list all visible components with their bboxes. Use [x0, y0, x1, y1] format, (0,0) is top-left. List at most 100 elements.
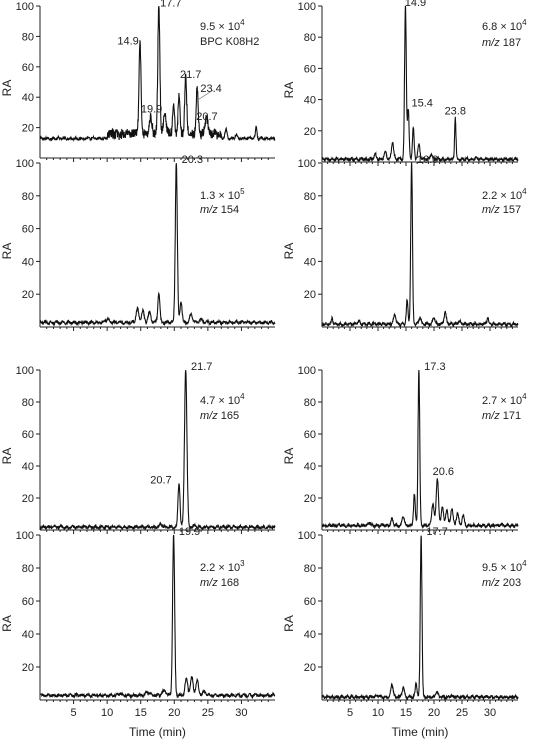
peak-label: 14.9: [405, 0, 426, 9]
peak-label: 20.7: [150, 475, 171, 487]
y-tick-label: 80: [22, 191, 34, 203]
y-axis-label: RA: [282, 82, 296, 99]
x-tick-label: 20: [168, 707, 180, 719]
y-tick-label: 60: [22, 596, 34, 608]
y-axis-label: RA: [0, 615, 14, 632]
y-tick-label: 80: [22, 397, 34, 409]
ion-annotation: m/z 203: [482, 577, 521, 589]
y-tick-label: 80: [304, 32, 316, 44]
y-axis-label: RA: [0, 243, 14, 260]
chromatogram-trace: [321, 535, 519, 702]
peak-label: 17.7: [160, 0, 181, 10]
y-tick-label: 60: [22, 62, 34, 74]
peak-label: 19.9: [141, 103, 162, 115]
x-tick-label: 10: [101, 707, 113, 719]
x-tick-label: 25: [456, 707, 468, 719]
intensity-annotation: 2.2 × 103: [200, 559, 245, 574]
y-tick-label: 20: [304, 126, 316, 138]
intensity-annotation: 4.7 × 104: [200, 392, 245, 407]
y-tick-label: 100: [298, 365, 316, 377]
ion-annotation: m/z 165: [200, 410, 239, 422]
chromatogram-trace: [321, 369, 519, 530]
y-axis-label: RA: [0, 80, 14, 97]
intensity-annotation: 2.7 × 104: [482, 392, 527, 407]
x-tick-label: 5: [347, 707, 353, 719]
y-tick-label: 40: [22, 629, 34, 641]
y-tick-label: 40: [22, 256, 34, 268]
y-tick-label: 20: [22, 662, 34, 674]
peak-label: 17.7: [426, 526, 447, 538]
chromatogram-panel-5: 20 40 60 80 100 RA 21.7 20.7 4.7 × 104 m/z 165: [0, 361, 276, 534]
y-tick-label: 60: [304, 429, 316, 441]
peak-label: 23.4: [200, 83, 221, 95]
chromatogram-panel-3: 20 40 60 80 100 RA 20.3 1.3 × 105 m/z 154: [0, 154, 276, 331]
peak-label: 20.7: [196, 111, 217, 123]
y-axis-label: RA: [0, 448, 14, 465]
y-tick-label: 20: [304, 662, 316, 674]
peak-label: 21.7: [180, 69, 201, 81]
y-tick-label: 100: [298, 158, 316, 170]
x-tick-label: 10: [372, 707, 384, 719]
x-tick-label: 30: [484, 707, 496, 719]
chromatogram-trace: [39, 163, 276, 327]
chromatogram-panel-2: 20 40 60 80 100 RA 14.9 15.4 23.8 6.8 × 104 m/z 18…: [282, 0, 527, 166]
y-tick-label: 40: [304, 95, 316, 107]
y-tick-label: 80: [304, 397, 316, 409]
ion-annotation: m/z 171: [482, 410, 521, 422]
chromatogram-trace: [321, 5, 519, 164]
chromatogram-panel-8: 20 40 60 80 100 5 10 15 20 25 30 RA Time (min) 17.7 9.…: [282, 526, 527, 739]
y-tick-label: 80: [22, 31, 34, 43]
x-tick-label: 20: [428, 707, 440, 719]
y-tick-label: 20: [22, 123, 34, 135]
peak-label: 14.9: [117, 36, 138, 48]
chromatogram-panel-7: 20 40 60 80 100 5 10 15 20 25 30 RA Time (min) 19.9 2.…: [0, 526, 276, 739]
y-axis-label: RA: [282, 615, 296, 632]
y-tick-label: 60: [22, 224, 34, 236]
peak-label: 17.3: [424, 361, 445, 373]
ion-annotation: m/z 187: [482, 37, 521, 49]
y-tick-label: 20: [22, 289, 34, 301]
ion-annotation: m/z 168: [200, 577, 239, 589]
ion-annotation: BPC K08H2: [200, 36, 259, 48]
y-tick-label: 60: [304, 63, 316, 75]
y-tick-label: 20: [304, 493, 316, 505]
y-axis-label: RA: [282, 243, 296, 260]
peak-label: 20.3: [182, 154, 203, 166]
y-tick-label: 100: [298, 1, 316, 13]
y-tick-label: 100: [16, 365, 34, 377]
x-axis-label: Time (min): [392, 725, 449, 739]
y-tick-label: 100: [16, 1, 34, 13]
x-tick-label: 25: [202, 707, 214, 719]
y-tick-label: 40: [304, 629, 316, 641]
y-axis-label: RA: [282, 448, 296, 465]
y-tick-label: 20: [22, 493, 34, 505]
y-tick-label: 80: [304, 191, 316, 203]
ion-annotation: m/z 157: [482, 204, 521, 216]
x-tick-label: 15: [135, 707, 147, 719]
chromatogram-trace: [39, 369, 276, 531]
peak-label: 20.6: [433, 466, 454, 478]
peak-label: 16.0: [417, 154, 438, 166]
leader-line: [177, 108, 179, 125]
y-tick-label: 20: [304, 289, 316, 301]
y-tick-label: 60: [304, 596, 316, 608]
chromatogram-panel-4: 20 40 60 80 100 RA 16.0 2.2 × 104 m/z 157: [282, 154, 527, 331]
peak-label: 21.7: [191, 361, 212, 373]
chromatogram-trace: [39, 534, 276, 700]
y-tick-label: 40: [22, 92, 34, 104]
y-tick-label: 60: [304, 224, 316, 236]
chromatogram-trace: [39, 5, 276, 143]
y-tick-label: 40: [22, 461, 34, 473]
y-tick-label: 100: [16, 158, 34, 170]
intensity-annotation: 2.2 × 104: [482, 187, 527, 202]
chromatogram-trace: [321, 163, 519, 329]
y-tick-label: 80: [22, 563, 34, 575]
y-tick-label: 100: [16, 530, 34, 542]
peak-label: 15.4: [412, 98, 433, 110]
peak-label: 23.8: [445, 105, 466, 117]
chromatogram-panel-6: 20 40 60 80 100 RA 17.3 20.6 2.7 × 104 m/z 171: [282, 361, 527, 534]
leader-line: [196, 89, 214, 101]
y-tick-label: 100: [298, 530, 316, 542]
intensity-annotation: 6.8 × 104: [482, 18, 527, 33]
